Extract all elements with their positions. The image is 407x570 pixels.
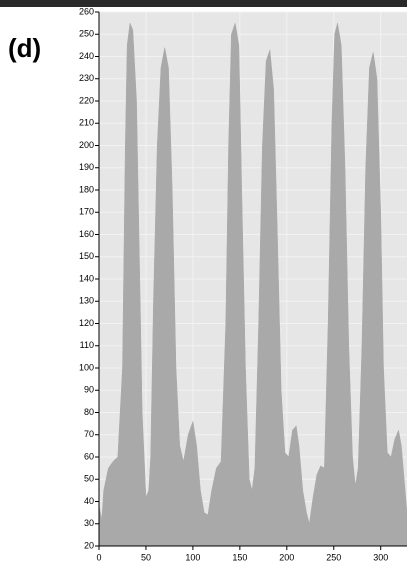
y-tick-label: 60 xyxy=(84,451,94,461)
image-strip xyxy=(0,0,407,7)
x-tick-label: 0 xyxy=(96,552,101,562)
y-tick-label: 260 xyxy=(79,6,94,16)
x-tick-label: 300 xyxy=(373,552,388,562)
x-tick-label: 150 xyxy=(232,552,247,562)
y-tick-label: 180 xyxy=(79,184,94,194)
y-tick-label: 110 xyxy=(80,340,94,350)
y-tick-label: 70 xyxy=(84,429,94,439)
chart: (d) 20 30 40 50 60 70 80 90 100 110 120 130 140 150 16… xyxy=(0,0,407,570)
y-tick-label: 20 xyxy=(84,540,94,550)
y-tick-label: 200 xyxy=(79,140,94,150)
x-tick-label: 50 xyxy=(141,552,151,562)
y-tick-label: 250 xyxy=(79,29,94,39)
y-tick-label: 40 xyxy=(84,496,94,506)
y-tick-label: 120 xyxy=(79,318,94,328)
y-tick-label: 240 xyxy=(79,51,94,61)
x-tick-label: 250 xyxy=(326,552,341,562)
y-tick-label: 220 xyxy=(79,95,94,105)
y-tick-label: 30 xyxy=(84,518,94,528)
y-tick-label: 140 xyxy=(79,273,94,283)
panel-label: (d) xyxy=(8,33,41,63)
y-tick-label: 160 xyxy=(79,229,94,239)
y-tick-label: 150 xyxy=(79,251,94,261)
y-tick-label: 80 xyxy=(84,407,94,417)
y-tick-label: 170 xyxy=(79,207,94,217)
y-tick-label: 230 xyxy=(79,73,94,83)
y-tick-label: 100 xyxy=(79,362,94,372)
x-tick-label: 100 xyxy=(185,552,200,562)
y-tick-label: 190 xyxy=(79,162,94,172)
y-tick-label: 210 xyxy=(79,118,94,128)
y-tick-label: 50 xyxy=(84,474,94,484)
y-tick-label: 90 xyxy=(84,385,94,395)
y-tick-label: 130 xyxy=(79,296,94,306)
x-tick-label: 200 xyxy=(279,552,294,562)
